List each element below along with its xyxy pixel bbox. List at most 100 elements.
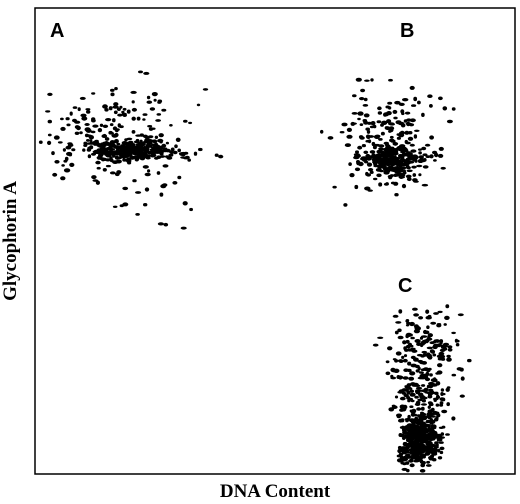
dot [459,394,465,398]
dot [414,339,421,343]
dot [428,437,434,442]
dot [415,435,421,440]
dot [401,166,407,170]
dot [398,172,405,177]
dot [355,77,362,82]
dot [370,121,376,126]
dot [451,331,456,335]
dot [413,157,418,161]
dot [394,330,399,335]
dot [60,126,66,131]
dot [147,125,153,128]
dot [402,376,409,380]
dot [368,135,375,138]
dot [134,157,140,162]
dot [421,384,426,387]
dot [407,136,414,141]
dot [427,367,432,371]
dot [396,414,401,419]
dot [398,418,404,423]
dot [154,150,159,154]
dot [92,124,99,128]
dot [99,123,104,128]
dot [427,405,431,409]
dot [85,142,92,145]
dot [405,174,412,179]
dot [423,375,429,380]
dot-cloud [38,70,472,473]
dot [38,140,43,144]
dot [445,304,450,309]
dot [162,147,168,150]
dot [404,130,410,135]
dot [418,316,424,320]
dot [126,157,132,161]
dot [136,154,143,159]
dot [396,172,400,177]
dot [372,343,379,347]
dot [69,111,73,116]
dot [432,435,438,440]
dot [395,351,402,356]
dot [389,122,396,126]
dot [441,409,448,414]
dot [411,383,418,387]
dot [424,143,431,147]
dot [398,433,405,438]
dot [357,117,361,121]
dot [405,461,410,465]
dot [91,119,96,123]
dot [423,158,427,162]
dot [420,373,425,378]
dot [72,106,78,109]
dot [112,118,116,123]
dot [409,389,415,393]
dot [413,313,419,317]
dot [142,113,148,116]
dot [82,148,86,152]
dot [163,222,169,227]
dot [408,387,413,390]
dot [398,309,403,314]
dot [431,432,436,436]
dot [127,153,132,157]
dot [196,103,201,107]
dot [104,137,110,141]
dot [349,173,355,178]
dot [439,348,446,352]
dot [418,148,422,151]
dot [399,396,406,401]
dot [421,350,428,354]
dot [408,160,415,164]
dot [405,319,410,323]
dot [188,121,193,125]
dot [402,358,408,363]
dot [114,155,120,160]
dot [409,143,415,147]
dot [358,135,364,139]
dot [54,160,60,164]
dot [157,101,162,104]
dot [424,429,430,434]
dot [112,126,118,131]
dot [413,454,420,459]
dot [96,155,103,160]
dot [101,134,108,139]
dot [400,158,405,162]
dot [182,201,188,206]
dot [125,142,132,147]
dot [419,419,423,424]
dot [429,104,433,108]
dot [427,446,434,449]
dot [441,345,448,348]
dot [394,100,401,105]
dot [83,141,88,145]
dot [169,124,173,127]
dot [104,108,109,112]
dot [376,164,384,169]
dot [116,170,122,175]
dot [113,102,119,107]
dot [425,452,429,455]
dot [89,139,93,142]
dot [157,138,164,143]
